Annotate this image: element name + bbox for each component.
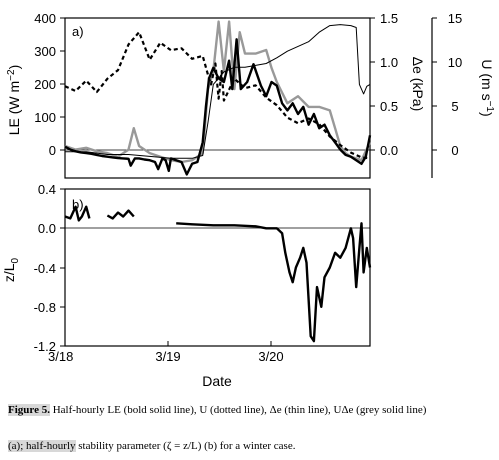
de-tick-label: 0.0 bbox=[380, 143, 398, 158]
panel-a-tag: a) bbox=[72, 24, 84, 39]
stability-line-segment bbox=[176, 222, 372, 343]
panel-b-series-group bbox=[64, 205, 372, 343]
panel-a-left-axis: 0 100 200 300 400 LE (W m−2) bbox=[6, 11, 65, 158]
series-line-bold bbox=[64, 38, 372, 176]
de-tick-label: 1.0 bbox=[380, 55, 398, 70]
panel-a-right-axis-de: 0.0 0.5 1.0 1.5 Δe (kPa) bbox=[370, 11, 426, 158]
de-tick-label: 0.5 bbox=[380, 99, 398, 114]
stability-line-segment bbox=[106, 209, 135, 220]
x-axis-label: Date bbox=[202, 373, 232, 389]
left-tick-label: 200 bbox=[34, 77, 56, 92]
b-axis-label: z/L0 bbox=[1, 257, 21, 282]
panel-b-frame bbox=[64, 188, 371, 347]
left-tick-label: 100 bbox=[34, 110, 56, 125]
left-tick-label: 300 bbox=[34, 44, 56, 59]
u-tick-label: 10 bbox=[448, 55, 462, 70]
b-tick-label: 0.4 bbox=[38, 182, 56, 197]
panel-a-right-axis-u: 0 5 10 15 U (m s−1) bbox=[431, 11, 495, 178]
u-tick-label: 5 bbox=[451, 99, 458, 114]
b-tick-label: -0.8 bbox=[34, 300, 56, 315]
x-tick-label: 3/20 bbox=[258, 349, 283, 364]
caption-text-1: Half-hourly LE (bold solid line), U (dot… bbox=[49, 404, 427, 416]
series-line-dotted bbox=[64, 31, 371, 160]
u-axis-label: U (m s−1) bbox=[479, 59, 495, 116]
panel-b-x-axis: 3/18 3/19 3/20 Date bbox=[48, 341, 284, 389]
u-tick-label: 15 bbox=[448, 11, 462, 26]
panel-a-frame bbox=[64, 17, 371, 179]
caption-text-2a: (a); half-hourly bbox=[8, 440, 76, 452]
left-tick-label: 0 bbox=[49, 143, 56, 158]
u-tick-label: 0 bbox=[451, 143, 458, 158]
figure-caption-line-2: (a); half-hourly stability parameter (ζ … bbox=[8, 440, 496, 453]
x-tick-label: 3/19 bbox=[155, 349, 180, 364]
panel-b-left-axis: 0.4 0.0 -0.4 -0.8 -1.2 z/L0 bbox=[1, 182, 65, 354]
left-axis-label: LE (W m−2) bbox=[6, 65, 22, 136]
left-tick-label: 400 bbox=[34, 11, 56, 26]
b-tick-label: -0.4 bbox=[34, 261, 56, 276]
series-line-grey bbox=[64, 20, 372, 164]
panel-b-tag: b) bbox=[72, 197, 84, 212]
b-tick-label: 0.0 bbox=[38, 221, 56, 236]
stability-line-segment bbox=[64, 205, 91, 222]
panel-a-series-group bbox=[64, 20, 372, 176]
series-line-thin bbox=[65, 24, 371, 159]
figure: a) 0 100 200 300 400 LE (W m−2) 0.0 0.5 … bbox=[1, 11, 495, 389]
x-tick-label: 3/18 bbox=[48, 349, 73, 364]
figure-caption-line-1: Figure 5. Half-hourly LE (bold solid lin… bbox=[8, 404, 496, 417]
de-axis-label: Δe (kPa) bbox=[410, 57, 426, 111]
caption-text-2b: stability parameter (ζ = z/L) (b) for a … bbox=[75, 440, 296, 452]
b-tick-label: -1.2 bbox=[34, 339, 56, 354]
caption-figure-label: Figure 5. bbox=[8, 404, 50, 416]
de-tick-label: 1.5 bbox=[380, 11, 398, 26]
